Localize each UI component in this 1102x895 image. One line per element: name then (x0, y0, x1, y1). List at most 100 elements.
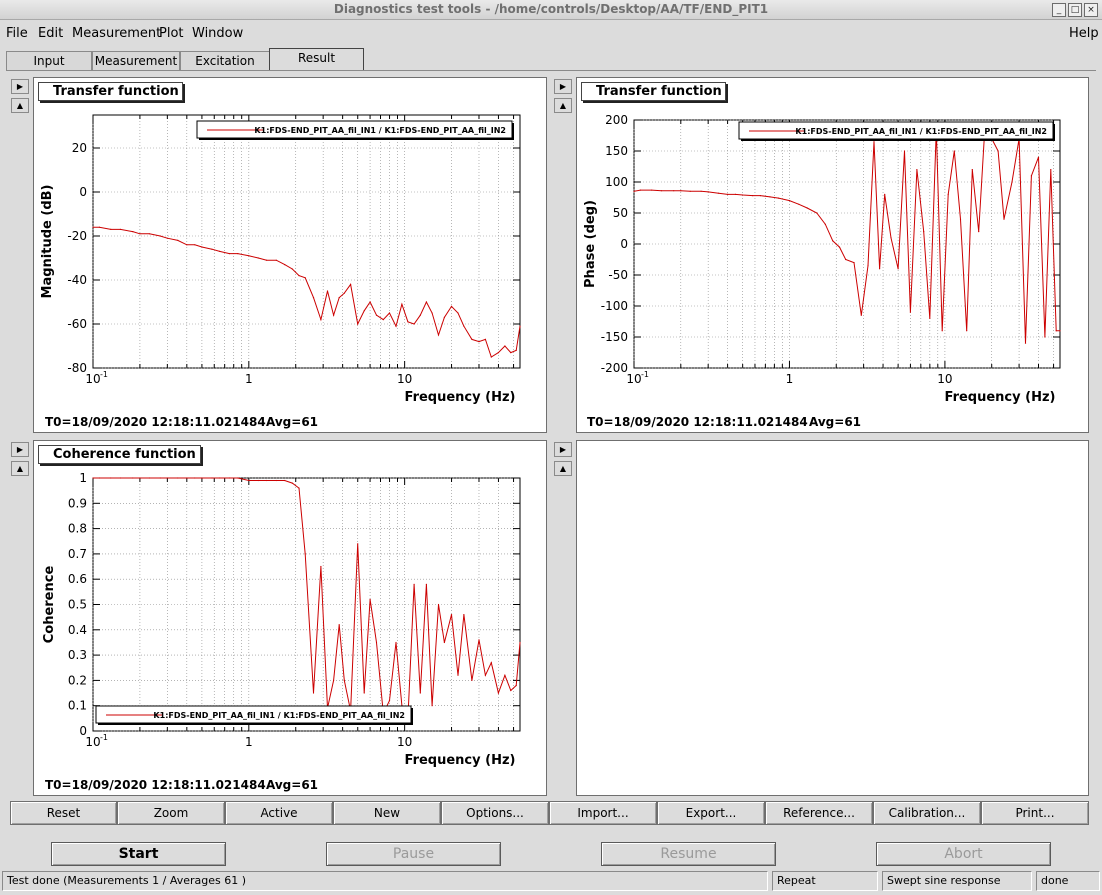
pause-button[interactable]: Pause (326, 842, 501, 866)
data-point (407, 321, 409, 323)
menu-help[interactable]: Help (1069, 26, 1099, 41)
calibration-button[interactable]: Calibration... (873, 801, 981, 825)
y-tick-label: -100 (601, 299, 628, 313)
data-point (903, 150, 906, 152)
data-point (788, 200, 791, 202)
data-point (284, 264, 286, 266)
data-point (1003, 218, 1005, 220)
x-tick-label: 10 (85, 372, 100, 386)
tab-result[interactable]: Result (269, 48, 364, 71)
start-button[interactable]: Start (51, 842, 226, 866)
data-point (884, 193, 886, 195)
data-point (211, 248, 213, 250)
expand-arrow-icon[interactable]: ▶ (554, 79, 572, 94)
y-tick-label: -50 (608, 268, 628, 282)
data-point (291, 482, 293, 484)
expand-arrow-icon[interactable]: ▶ (11, 79, 29, 94)
data-point (437, 334, 440, 336)
data-point (388, 700, 391, 702)
data-point (457, 674, 459, 676)
data-point (484, 674, 486, 676)
minimize-button[interactable]: _ (1052, 3, 1066, 17)
phase-chart[interactable]: 10 -1 1 10200150100500-50-100-150-200Freque… (577, 78, 1088, 432)
data-point (369, 598, 371, 600)
import-button[interactable]: Import... (549, 801, 657, 825)
options-button[interactable]: Options... (441, 801, 549, 825)
data-point (312, 692, 315, 694)
menu-measurement[interactable]: Measurement (72, 26, 162, 41)
data-point (98, 226, 100, 228)
active-button[interactable]: Active (225, 801, 333, 825)
data-point (838, 246, 841, 248)
data-point (510, 352, 512, 354)
tab-measurement[interactable]: Measurement (92, 51, 180, 71)
magnitude-plot-panel[interactable]: 10 -1 1 10 20 0 -20 -40 -60 -80 Frequency (Hz) Magn… (33, 77, 547, 433)
phase-plot-panel[interactable]: 10 -1 1 10 200 150 100 50 0 -50 -100 -150 -200 Freque… (576, 77, 1089, 433)
collapse-arrow-icon[interactable]: ▲ (554, 461, 572, 476)
expand-arrow-icon[interactable]: ▶ (11, 442, 29, 457)
data-point (159, 235, 161, 237)
collapse-arrow-icon[interactable]: ▲ (11, 461, 29, 476)
close-button[interactable]: × (1084, 3, 1098, 17)
menu-plot[interactable]: Plot (159, 26, 184, 41)
y-tick-label: 50 (613, 206, 628, 220)
data-point (497, 692, 499, 694)
data-point (419, 314, 421, 316)
data-point (166, 477, 168, 479)
data-point (363, 692, 365, 694)
tab-input[interactable]: Input (6, 51, 92, 71)
data-point (388, 312, 391, 314)
y-tick-label: 0.2 (68, 673, 87, 687)
reset-button[interactable]: Reset (10, 801, 117, 825)
data-point (132, 231, 134, 233)
y-tick-label: -150 (601, 330, 628, 344)
data-point (504, 674, 506, 676)
zoom-button[interactable]: Zoom (117, 801, 225, 825)
print-button[interactable]: Print... (981, 801, 1089, 825)
data-point (425, 583, 427, 585)
y-tick-label: 0 (620, 237, 628, 251)
plot-toolbar: Reset Zoom Active New Options... Import.… (10, 801, 1090, 825)
x-tick-exponent: -1 (100, 733, 108, 742)
plot-frame (92, 114, 521, 369)
data-point (413, 583, 415, 585)
abort-button[interactable]: Abort (876, 842, 1051, 866)
data-point (119, 477, 121, 479)
maximize-button[interactable]: □ (1068, 3, 1082, 17)
data-point (718, 192, 720, 194)
y-tick-label: 0.8 (68, 522, 87, 536)
data-point (298, 275, 300, 277)
data-point (510, 689, 512, 692)
new-button[interactable]: New (333, 801, 441, 825)
data-point (338, 624, 340, 626)
expand-arrow-icon[interactable]: ▶ (554, 442, 572, 457)
y-tick-label: 20 (72, 141, 87, 155)
data-point (769, 196, 771, 198)
coherence-chart[interactable]: 10 -1 1 1010.90.80.70.60.50.40.30.20.10Freq… (34, 441, 546, 795)
data-point (298, 487, 300, 489)
menu-edit[interactable]: Edit (38, 26, 64, 41)
data-point (257, 257, 259, 259)
data-point (431, 312, 433, 314)
export-button[interactable]: Export... (657, 801, 765, 825)
collapse-arrow-icon[interactable]: ▲ (554, 98, 572, 113)
data-point (266, 479, 268, 482)
collapse-arrow-icon[interactable]: ▲ (11, 98, 29, 113)
empty-plot-panel[interactable] (576, 440, 1089, 796)
data-point (194, 477, 196, 479)
x-tick-exponent: -1 (641, 370, 649, 379)
tab-excitation[interactable]: Excitation (180, 51, 270, 71)
data-point (382, 319, 384, 321)
menu-window[interactable]: Window (192, 26, 244, 41)
coherence-plot-panel[interactable]: 10 -1 1 10 1 0.9 0.8 0.7 0.6 0.5 0.4 0.3 0.2 0.1 0 Freq… (33, 440, 547, 796)
menu-file[interactable]: File (6, 26, 28, 41)
data-point (177, 477, 179, 479)
data-point (333, 314, 335, 316)
data-point (873, 141, 875, 143)
resume-button[interactable]: Resume (601, 842, 776, 866)
reference-button[interactable]: Reference... (765, 801, 873, 825)
data-point (515, 349, 517, 351)
legend-label: K1:FDS-END_PIT_AA_fil_IN1 / K1:FDS-END_P… (254, 126, 506, 135)
legend-label: K1:FDS-END_PIT_AA_fil_IN1 / K1:FDS-END_P… (795, 127, 1047, 136)
